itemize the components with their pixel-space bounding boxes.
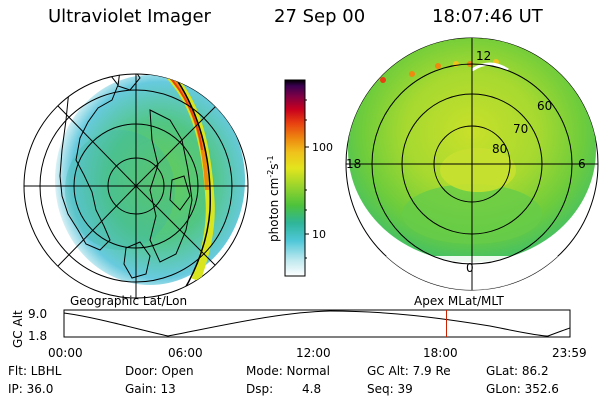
mlat-label-60: 60 [537, 99, 552, 113]
status-glon: GLon: 352.6 [486, 382, 559, 396]
mlt-label-6: 6 [578, 157, 586, 171]
mlt-label-18: 18 [346, 157, 361, 171]
status-gc-alt: GC Alt: 7.9 Re [367, 364, 451, 378]
mlt-map: 12 18 6 0 60 70 80 [345, 37, 599, 291]
mlat-label-80: 80 [492, 142, 507, 156]
status-gain: Gain: 13 [125, 382, 176, 396]
status-dsp-label: Dsp: [246, 382, 274, 396]
timeline-ylabel: GC Alt [11, 310, 25, 348]
colorbar-tick-100: 100 [312, 141, 333, 154]
mlat-label-70: 70 [513, 122, 528, 136]
status-glat: GLat: 86.2 [486, 364, 549, 378]
timeline-xtick-0600: 06:00 [168, 346, 203, 360]
altitude-curve [63, 310, 571, 337]
status-filter: Flt: LBHL [8, 364, 62, 378]
altitude-timeline: GC Alt 9.0 1.8 00:00 06:00 12:00 18:00 2… [11, 307, 587, 360]
timeline-ytick-top: 9.0 [28, 307, 47, 321]
status-door: Door: Open [125, 364, 194, 378]
instrument-title: Ultraviolet Imager [48, 6, 211, 27]
mlt-label-0: 0 [466, 261, 474, 275]
colorbar: 100 10 photon cm-2s-1 [266, 79, 333, 277]
mlt-label-12: 12 [476, 49, 491, 63]
right-panel-label: Apex MLat/MLT [414, 294, 504, 308]
left-panel-label: Geographic Lat/Lon [70, 294, 188, 308]
status-seq: Seq: 39 [367, 382, 413, 396]
status-mode: Mode: Normal [246, 364, 330, 378]
date-label: 27 Sep 00 [274, 6, 366, 27]
status-dsp-value: 4.8 [302, 382, 322, 396]
time-label: 18:07:46 UT [432, 6, 543, 27]
colorbar-unit-label: photon cm-2s-1 [266, 155, 281, 242]
timeline-ytick-bottom: 1.8 [28, 329, 47, 343]
colorbar-tick-10: 10 [312, 228, 326, 241]
timeline-xtick-1800: 18:00 [423, 346, 458, 360]
geographic-map [23, 73, 249, 299]
status-ip: IP: 36.0 [8, 382, 54, 396]
timeline-xtick-0000: 00:00 [48, 346, 83, 360]
timeline-xtick-1200: 12:00 [296, 346, 331, 360]
timeline-xtick-2359: 23:59 [552, 346, 587, 360]
